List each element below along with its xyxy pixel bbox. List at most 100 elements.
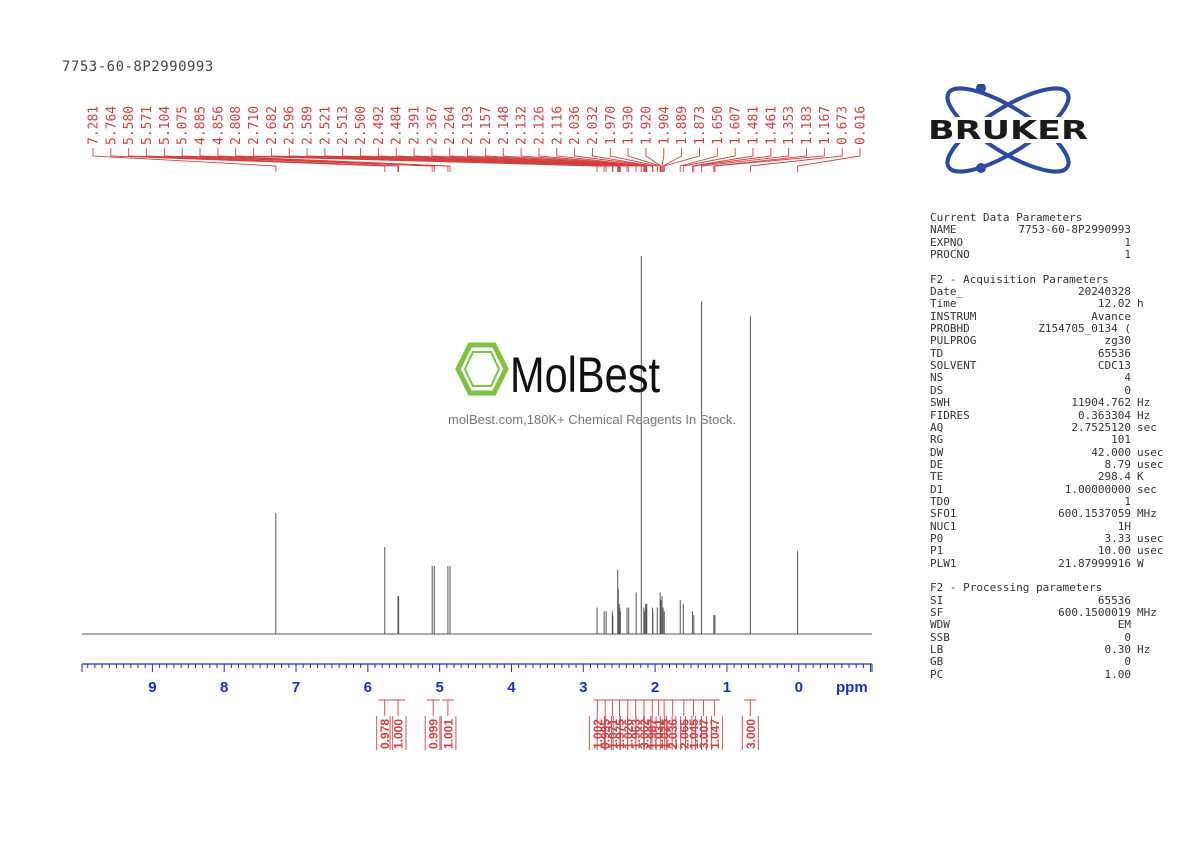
param-row: GB 0 bbox=[930, 656, 1164, 669]
param-value: 0 bbox=[1124, 383, 1131, 397]
param-row: Date_ 20240328 bbox=[930, 285, 1164, 298]
param-name: SOLVENT bbox=[930, 359, 977, 373]
param-name: DE bbox=[930, 457, 944, 471]
peak-label: 7.281 bbox=[87, 106, 102, 145]
param-row: TD 65536 bbox=[930, 347, 1164, 360]
integral-value: 0.999 bbox=[427, 719, 441, 749]
peak-label-leader bbox=[431, 148, 630, 172]
param-row: SOLVENT CDC13 bbox=[930, 359, 1164, 373]
peak-label: 2.391 bbox=[408, 106, 423, 145]
integral-value: 0.995 bbox=[599, 719, 613, 749]
param-unit bbox=[1131, 656, 1137, 668]
param-row: AQ 2.7525120 sec bbox=[930, 420, 1164, 434]
integral-bracket bbox=[588, 716, 606, 750]
integral-value: 3.007 bbox=[697, 719, 711, 749]
axis-tick-label: 3 bbox=[579, 679, 587, 696]
param-name: WDW bbox=[930, 618, 950, 632]
param-row: NS 4 bbox=[930, 371, 1164, 385]
sample-title: 7753-60-8P2990993 bbox=[62, 59, 214, 75]
peak-label: 1.461 bbox=[764, 106, 779, 145]
param-value: 600.1537059 bbox=[1058, 507, 1131, 521]
axis-label-ppm: ppm bbox=[836, 679, 868, 696]
integral-value: 1.047 bbox=[708, 719, 722, 749]
param-value: 65536 bbox=[1097, 593, 1131, 607]
watermark: MolBest molBest.com,180K+ Chemical Reage… bbox=[448, 340, 748, 440]
spectrum-layer bbox=[82, 256, 872, 635]
param-name: DW bbox=[930, 445, 944, 459]
param-value: 600.1500019 bbox=[1058, 606, 1131, 619]
peak-label: 5.571 bbox=[140, 106, 155, 145]
param-name: PLW1 bbox=[930, 556, 957, 570]
peak-label: 0.673 bbox=[836, 106, 851, 145]
param-row: SSB 0 bbox=[930, 631, 1164, 644]
integral-bracket bbox=[650, 716, 668, 750]
peak-label: 0.016 bbox=[854, 106, 869, 145]
axis-tick-label: 4 bbox=[507, 679, 516, 696]
peak-label-leader bbox=[797, 148, 861, 172]
param-row: TE 298.4 K bbox=[930, 470, 1164, 484]
integral-bracket bbox=[596, 716, 614, 750]
param-row: DS 0 bbox=[930, 383, 1164, 397]
param-name: SFO1 bbox=[930, 507, 957, 521]
peak-label: 1.904 bbox=[657, 106, 672, 145]
param-value: 1H bbox=[1117, 519, 1131, 533]
peak-label: 2.036 bbox=[568, 106, 583, 145]
peak-label-leader bbox=[701, 148, 790, 172]
param-name: SI bbox=[930, 593, 944, 607]
param-value: 1 bbox=[1124, 494, 1131, 508]
peak-label: 2.193 bbox=[461, 106, 476, 145]
param-name: PC bbox=[930, 667, 944, 681]
integral-value: 2.036 bbox=[666, 719, 680, 749]
peak-label: 1.353 bbox=[782, 106, 797, 145]
param-name: NS bbox=[930, 371, 944, 385]
integral-bracket bbox=[635, 716, 653, 750]
integral-bracket bbox=[655, 716, 673, 750]
peak-label-leader bbox=[395, 148, 621, 172]
integral-bracket bbox=[685, 716, 702, 750]
peak-label: 2.032 bbox=[586, 106, 601, 145]
param-name: PROBHD bbox=[930, 322, 970, 336]
param-value: 2.7525120 bbox=[1071, 420, 1131, 434]
param-unit: usec bbox=[1137, 544, 1164, 558]
param-unit bbox=[1131, 335, 1137, 347]
param-unit: W bbox=[1137, 556, 1144, 570]
axis-tick-label: 1 bbox=[723, 679, 731, 696]
param-value: 12.02 bbox=[1097, 297, 1131, 311]
peak-label: 1.889 bbox=[675, 106, 690, 145]
param-unit: h bbox=[1137, 297, 1144, 311]
param-value: 42.000 bbox=[1091, 445, 1131, 459]
param-value: EM bbox=[1117, 618, 1131, 632]
peak-label: 2.710 bbox=[247, 106, 262, 145]
peak-label: 2.148 bbox=[497, 106, 512, 145]
integral-value: 1.026 bbox=[621, 719, 635, 749]
peak-label: 5.104 bbox=[158, 106, 173, 145]
watermark-logo: MolBest bbox=[455, 342, 660, 403]
hexagon-icon bbox=[455, 342, 509, 396]
peak-label-leader bbox=[538, 148, 647, 172]
axis-tick-label: 2 bbox=[651, 679, 659, 696]
peak-label-leader bbox=[682, 148, 736, 172]
param-row: Time 12.02 h bbox=[930, 297, 1164, 311]
param-unit: Hz bbox=[1137, 396, 1151, 410]
param-name: PULPROG bbox=[930, 334, 977, 348]
peak-label: 5.580 bbox=[122, 106, 137, 145]
param-unit: sec bbox=[1137, 420, 1157, 434]
param-value: 4 bbox=[1124, 371, 1131, 385]
param-value: 298.4 bbox=[1097, 470, 1131, 484]
param-name: SF bbox=[930, 606, 944, 619]
watermark-brand: MolBest bbox=[510, 347, 660, 403]
peak-label: 1.873 bbox=[693, 106, 708, 145]
integral-bracket bbox=[664, 716, 682, 750]
peak-label-leader bbox=[749, 148, 843, 172]
axis-tick-label: 0 bbox=[795, 679, 803, 696]
param-unit bbox=[1131, 249, 1137, 261]
peak-label-layer: 7.281 5.764 5.580 5.571 5.104 5.075 4.885 4.856… bbox=[87, 106, 869, 172]
peak-label-leader bbox=[627, 148, 661, 172]
integral-bracket bbox=[695, 716, 713, 750]
integral-bracket bbox=[627, 716, 645, 750]
param-name: TD0 bbox=[930, 494, 950, 508]
param-row: PROBHD Z154705_0134 ( bbox=[930, 322, 1164, 336]
param-unit: usec bbox=[1137, 531, 1164, 545]
param-unit bbox=[1131, 360, 1137, 372]
peak-label-leader bbox=[484, 148, 645, 172]
